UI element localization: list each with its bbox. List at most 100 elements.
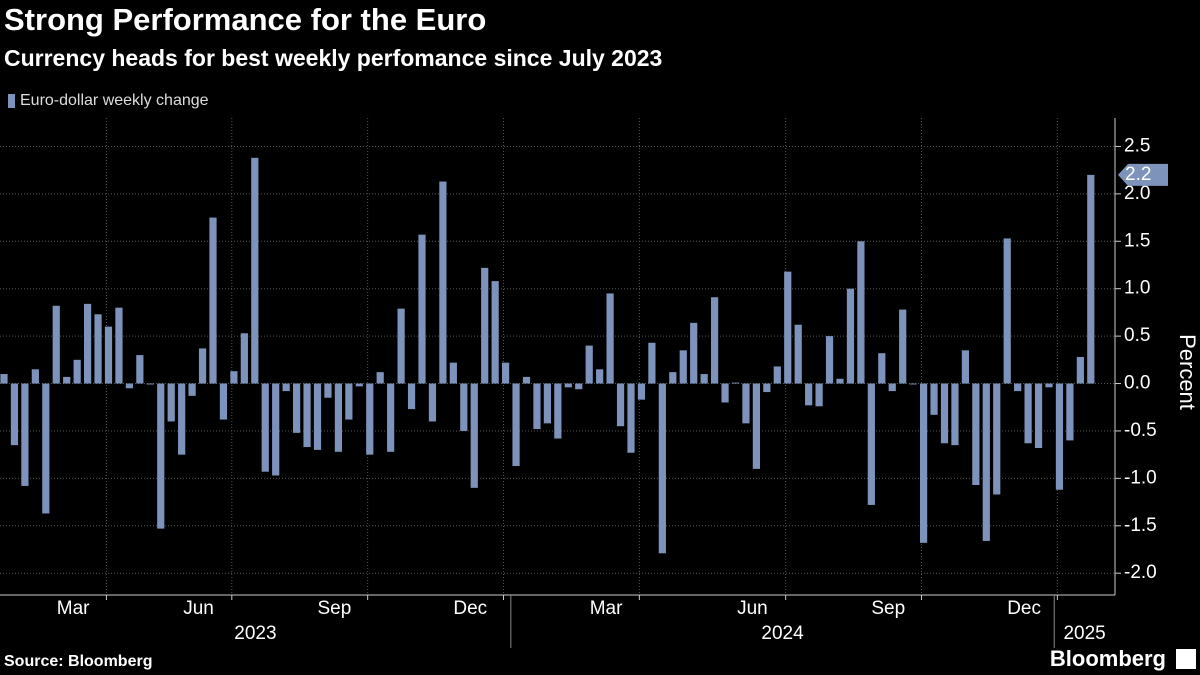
x-tick-label: Jun	[737, 598, 768, 619]
bar	[564, 383, 572, 388]
x-tick-label: Jun	[183, 598, 214, 619]
bar	[198, 348, 207, 384]
bar	[52, 305, 60, 384]
bar	[167, 383, 175, 422]
x-tick-label: Sep	[317, 598, 351, 619]
bar	[1024, 383, 1032, 444]
x-tick-label: Dec	[453, 598, 487, 619]
bar	[303, 383, 311, 448]
bar	[700, 374, 708, 384]
bar	[909, 383, 917, 385]
y-tick-label: 0.0	[1124, 373, 1150, 394]
bar	[920, 383, 928, 543]
bar	[282, 383, 290, 392]
bar	[1014, 383, 1022, 392]
y-tick-label: 1.0	[1124, 278, 1150, 299]
bar	[460, 383, 468, 431]
y-tick-label: 0.5	[1124, 325, 1150, 346]
bar	[857, 241, 865, 384]
bar	[31, 369, 39, 384]
bar	[867, 383, 875, 505]
bar	[679, 350, 687, 384]
bar	[418, 234, 426, 384]
year-label: 2023	[234, 623, 276, 644]
bar	[449, 362, 457, 384]
bar	[345, 383, 353, 420]
bar	[84, 303, 92, 384]
bar	[502, 362, 510, 384]
bar	[982, 383, 990, 541]
bar	[397, 308, 405, 384]
bar	[324, 383, 332, 398]
bar	[230, 371, 238, 384]
bar	[272, 383, 280, 476]
bar	[512, 383, 520, 467]
bar	[21, 383, 29, 486]
bar	[1045, 383, 1053, 388]
bar	[522, 376, 531, 384]
bar	[470, 383, 478, 488]
bar	[805, 383, 813, 406]
bar	[554, 383, 562, 439]
legend-swatch	[8, 94, 15, 108]
bar	[387, 383, 395, 452]
bar	[481, 267, 489, 384]
y-tick-label: 1.5	[1124, 230, 1150, 251]
last-value-label: 2.2	[1125, 164, 1151, 185]
bar	[261, 383, 269, 472]
bar	[533, 383, 541, 430]
bar	[0, 374, 8, 384]
bar	[669, 372, 677, 384]
bar	[742, 383, 750, 424]
bar	[42, 383, 50, 514]
bar	[10, 383, 19, 446]
y-tick-label: 2.0	[1124, 183, 1150, 204]
bar	[711, 297, 719, 384]
bar	[972, 383, 980, 485]
bar	[209, 217, 217, 384]
bar	[836, 378, 844, 384]
bar	[178, 383, 186, 455]
bar	[846, 288, 855, 384]
bar	[899, 309, 907, 384]
bar	[63, 376, 71, 384]
y-tick-label: -0.5	[1124, 420, 1157, 441]
x-tick-label: Dec	[1007, 598, 1041, 619]
bar	[366, 383, 374, 455]
bar	[951, 383, 959, 446]
bar	[240, 333, 248, 384]
bar	[428, 383, 437, 422]
bar	[1055, 383, 1064, 490]
bar	[993, 383, 1001, 495]
bar	[407, 383, 416, 410]
bar	[721, 383, 729, 403]
x-tick-label: Mar	[57, 598, 90, 619]
bar	[763, 383, 771, 393]
bar	[888, 383, 896, 392]
bar	[658, 383, 666, 554]
bar	[251, 157, 259, 384]
y-axis-label: Percent	[1175, 334, 1200, 410]
bar	[219, 383, 228, 420]
year-label: 2025	[1063, 623, 1105, 644]
bar	[731, 382, 740, 384]
bar	[1034, 383, 1043, 449]
bar	[606, 293, 614, 384]
bar	[355, 383, 363, 387]
bar	[940, 383, 949, 444]
bar	[616, 383, 625, 427]
bar	[773, 366, 781, 384]
brand-icon	[1176, 649, 1196, 669]
bar	[648, 342, 656, 384]
bar	[125, 383, 133, 389]
bar	[1087, 174, 1095, 384]
bar	[104, 326, 113, 384]
chart-title: Strong Performance for the Euro	[4, 2, 486, 37]
bar	[94, 314, 102, 384]
bar	[596, 369, 604, 384]
bar	[815, 383, 823, 407]
bar	[439, 181, 447, 384]
bar	[376, 372, 384, 384]
bar	[136, 355, 144, 384]
